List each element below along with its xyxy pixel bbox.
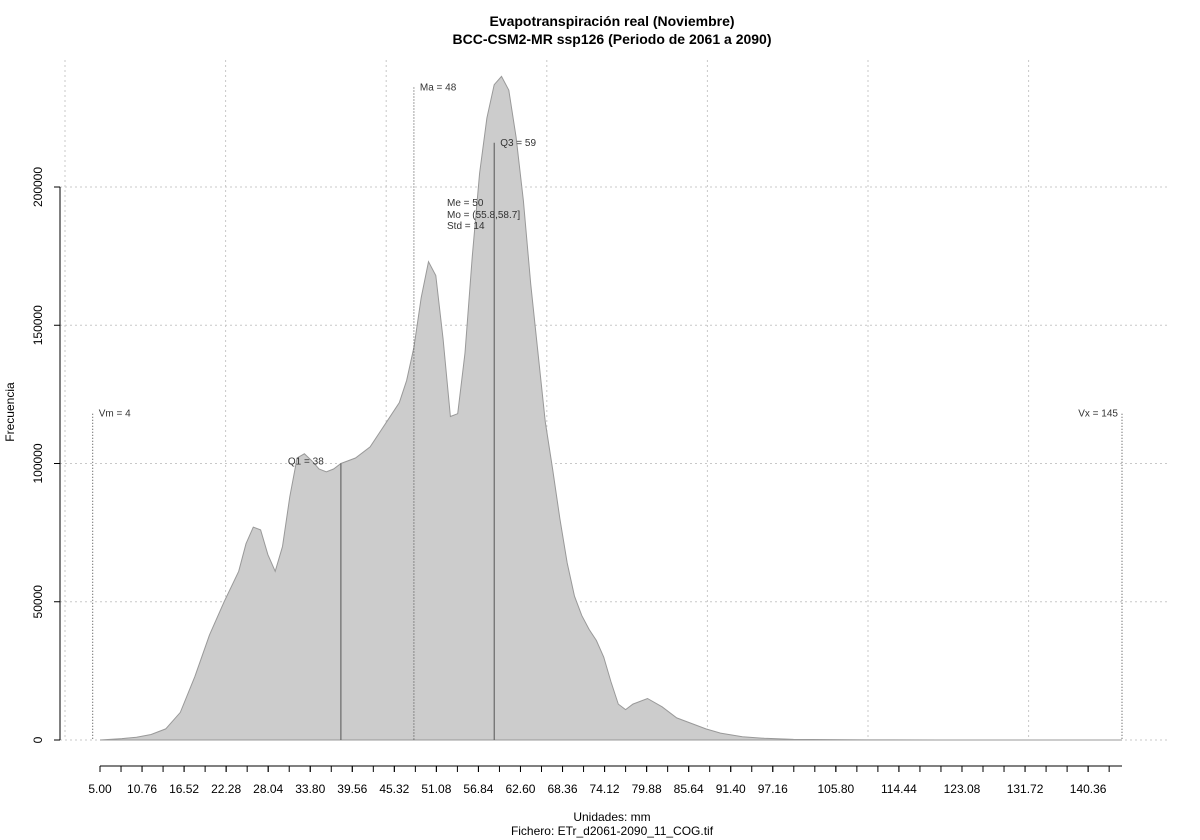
y-tick-label-0: 0 (31, 736, 45, 743)
chart-title: Evapotranspiración real (Noviembre) (489, 13, 734, 29)
x-tick-label-10: 62.60 (505, 782, 535, 796)
x-tick-label-19: 123.08 (944, 782, 981, 796)
y-tick-label-1: 50000 (31, 585, 45, 619)
distribution-area (99, 75, 1122, 741)
y-axis-label: Frecuencia (3, 382, 17, 442)
x-tick-label-18: 114.44 (881, 782, 917, 796)
chart-subtitle: BCC-CSM2-MR ssp126 (Periodo de 2061 a 20… (453, 31, 772, 47)
x-tick-label-21: 140.36 (1070, 782, 1107, 796)
marker-label-2: Q1 = 38 (288, 457, 324, 468)
x-tick-label-14: 85.64 (674, 782, 704, 796)
x-tick-label-1: 10.76 (127, 782, 157, 796)
x-tick-label-17: 105.80 (817, 782, 854, 796)
x-tick-label-16: 97.16 (758, 782, 788, 796)
x-axis-label: Unidades: mm (573, 810, 650, 824)
x-tick-label-4: 28.04 (253, 782, 283, 796)
x-tick-label-15: 91.40 (716, 782, 746, 796)
stat-mode: Mo = (55.8,58.7] (447, 210, 520, 221)
stat-median: Me = 50 (447, 198, 484, 209)
x-tick-label-0: 5.00 (88, 782, 112, 796)
x-tick-label-12: 74.12 (590, 782, 620, 796)
marker-label-4: Q3 = 59 (500, 138, 536, 149)
x-tick-label-8: 51.08 (421, 782, 451, 796)
marker-label-1: Vx = 145 (1078, 409, 1118, 420)
y-tick-label-4: 200000 (31, 167, 45, 207)
axes: 0 50000 100000 150000 200000 5.00 10.76 16.52 22… (31, 167, 1122, 796)
x-tick-label-3: 22.28 (211, 782, 241, 796)
x-tick-label-6: 39.56 (337, 782, 367, 796)
stat-markers: Vm = 4 Vx = 145 Q1 = 38 Ma = 48 Q3 = 59 (92, 82, 1123, 740)
stat-std: Std = 14 (447, 221, 485, 232)
stats-box: Me = 50 Mo = (55.8,58.7] Std = 14 (447, 198, 520, 232)
y-tick-label-2: 100000 (31, 443, 45, 483)
x-tick-label-13: 79.88 (632, 782, 662, 796)
x-tick-label-11: 68.36 (548, 782, 578, 796)
x-tick-label-9: 56.84 (463, 782, 493, 796)
marker-label-3: Ma = 48 (420, 82, 457, 93)
chart-footer: Fichero: ETr_d2061-2090_11_COG.tif (511, 824, 714, 838)
x-tick-label-5: 33.80 (295, 782, 325, 796)
marker-label-0: Vm = 4 (99, 409, 131, 420)
x-tick-label-2: 16.52 (169, 782, 199, 796)
x-tick-label-20: 131.72 (1007, 782, 1044, 796)
x-tick-label-7: 45.32 (379, 782, 409, 796)
y-tick-label-3: 150000 (31, 305, 45, 345)
